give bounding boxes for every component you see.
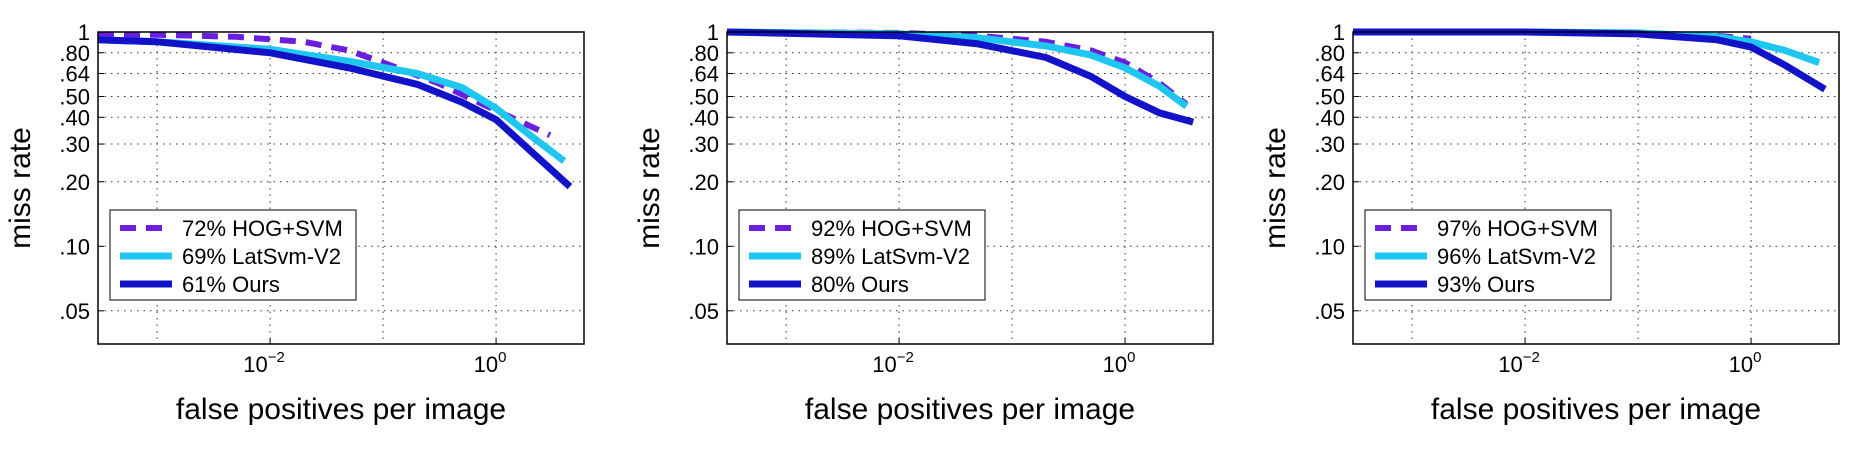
chart-panel-2: 1.80.64.50.40.30 .20 .10 .05 10−2 100 false po… <box>633 20 1214 426</box>
y-tick-label: .50 <box>688 85 719 110</box>
legend-label: 93% Ours <box>1437 272 1535 297</box>
chart-panel-1: 1.80.64.50.40.30 .20 .10 .05 10−2 100 false po… <box>4 20 585 426</box>
y-tick-label: .64 <box>59 62 90 87</box>
axes-frame <box>1352 31 1840 345</box>
axes-frame <box>726 31 1214 345</box>
x-axis-label: false positives per image <box>1431 393 1761 426</box>
x-tick-label: 100 <box>1729 349 1762 377</box>
y-tick-label: .40 <box>1314 105 1345 130</box>
y-tick-label: .20 <box>59 170 90 195</box>
y-tick-label: .05 <box>59 299 90 324</box>
legend: 72% HOG+SVM 69% LatSvm-V2 61% Ours <box>109 209 357 301</box>
y-tick-label: .50 <box>59 85 90 110</box>
series-line-3 <box>726 28 1195 126</box>
legend-label: 89% LatSvm-V2 <box>811 244 970 269</box>
y-tick-label: .10 <box>59 234 90 259</box>
y-tick-label: .30 <box>1314 132 1345 157</box>
y-tick-label: 1 <box>78 20 90 45</box>
legend-label: 80% Ours <box>811 272 909 297</box>
y-tick-label: .05 <box>1314 299 1345 324</box>
legend: 97% HOG+SVM 96% LatSvm-V2 93% Ours <box>1364 209 1612 301</box>
series-line-3 <box>97 36 573 190</box>
y-axis-label: miss rate <box>4 127 37 249</box>
y-tick-label: .50 <box>1314 85 1345 110</box>
y-tick-label: .64 <box>688 62 719 87</box>
y-tick-label: .10 <box>688 234 719 259</box>
x-tick-label: 10−2 <box>872 349 914 377</box>
y-tick-label: .20 <box>1314 170 1345 195</box>
y-tick-label: .30 <box>59 132 90 157</box>
y-tick-label: .05 <box>688 299 719 324</box>
x-tick-label: 10−2 <box>1498 349 1540 377</box>
y-tick-label: .20 <box>688 170 719 195</box>
x-tick-label: 10−2 <box>243 349 285 377</box>
legend-label: 69% LatSvm-V2 <box>182 244 341 269</box>
x-axis-label: false positives per image <box>805 393 1135 426</box>
legend-label: 72% HOG+SVM <box>182 216 343 241</box>
y-tick-label: .64 <box>1314 62 1345 87</box>
legend-label: 96% LatSvm-V2 <box>1437 244 1596 269</box>
y-axis-label: miss rate <box>633 127 666 249</box>
y-tick-label: .40 <box>688 105 719 130</box>
y-axis-label: miss rate <box>1259 127 1292 249</box>
y-tick-label: .80 <box>688 41 719 66</box>
y-tick-label: 1 <box>1333 20 1345 45</box>
y-tick-label: .30 <box>688 132 719 157</box>
legend-label: 97% HOG+SVM <box>1437 216 1598 241</box>
series-line-1 <box>98 31 552 138</box>
legend: 92% HOG+SVM 89% LatSvm-V2 80% Ours <box>738 209 986 301</box>
y-tick-label: .80 <box>1314 41 1345 66</box>
y-tick-label: 1 <box>707 20 719 45</box>
y-tick-label: .40 <box>59 105 90 130</box>
axes-frame <box>97 31 585 345</box>
legend-label: 92% HOG+SVM <box>811 216 972 241</box>
y-tick-label: .80 <box>59 41 90 66</box>
y-tick-label: .10 <box>1314 234 1345 259</box>
legend-label: 61% Ours <box>182 272 280 297</box>
x-axis-label: false positives per image <box>176 393 506 426</box>
chart-panel-3: 1.80.64.50.40.30 .20 .10 .05 10−2 100 false po… <box>1259 20 1840 426</box>
x-tick-label: 100 <box>474 349 507 377</box>
x-tick-label: 100 <box>1103 349 1136 377</box>
